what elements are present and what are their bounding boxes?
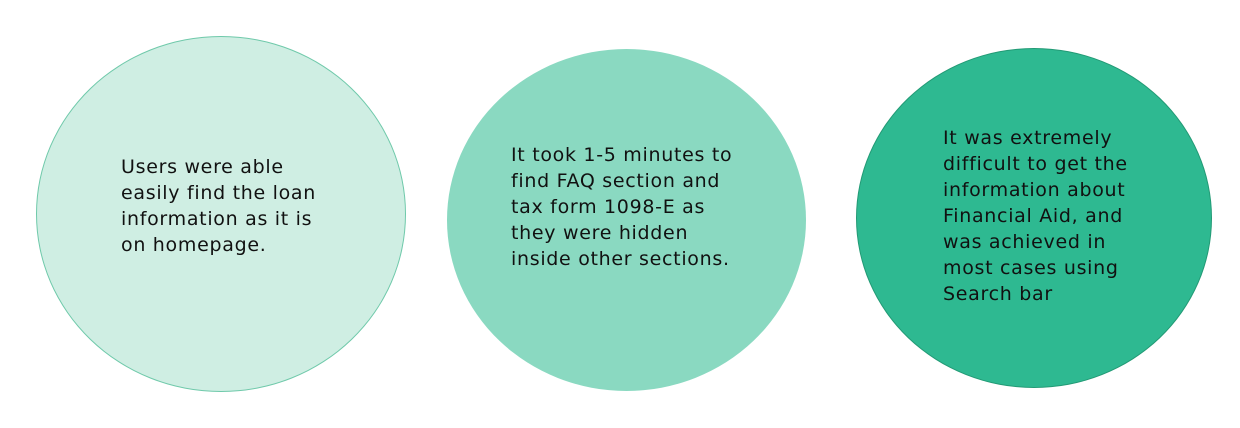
finding-circle-3: [856, 48, 1212, 388]
finding-circle-2: [447, 49, 806, 391]
finding-circle-1: [36, 36, 406, 392]
finding-text-3: It was extremely difficult to get the in…: [943, 127, 1128, 305]
finding-text-1: Users were able easily find the loan inf…: [121, 156, 316, 256]
finding-text-2: It took 1-5 minutes to find FAQ section …: [511, 144, 733, 270]
